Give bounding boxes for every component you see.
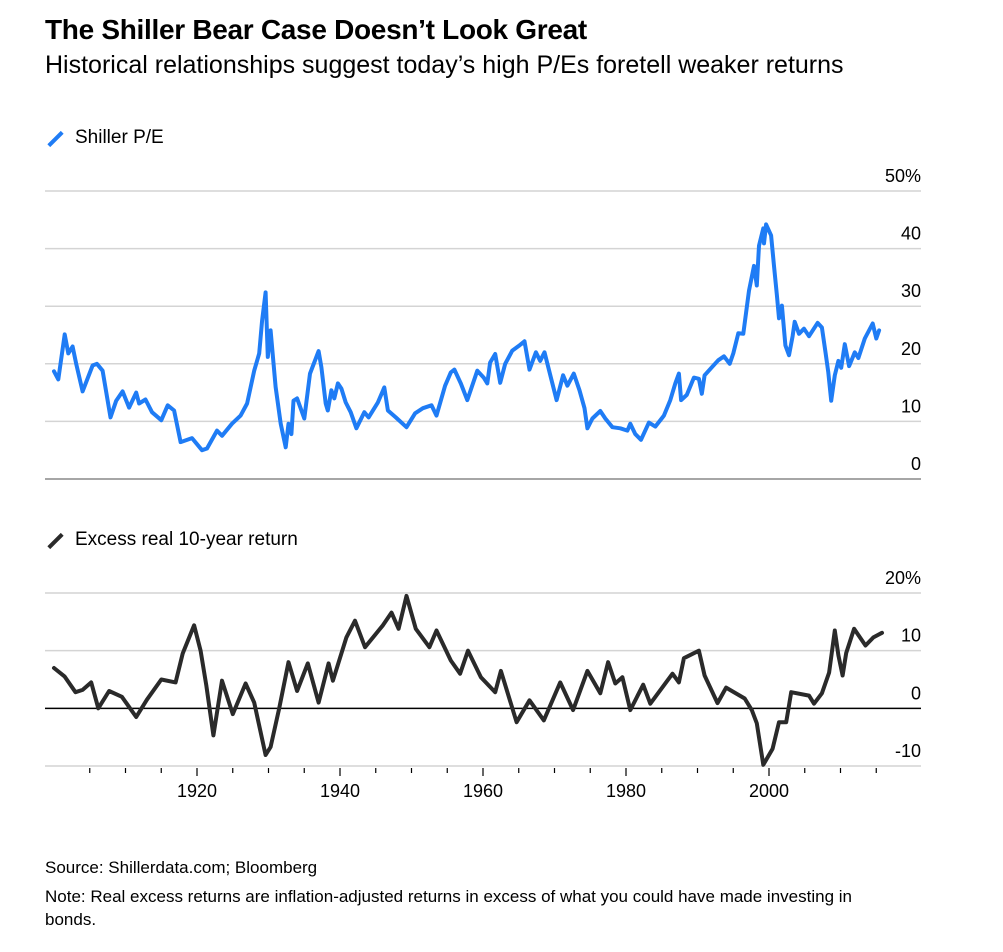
y-tick-label: 40 bbox=[901, 224, 921, 244]
y-tick-label: 10 bbox=[901, 626, 921, 646]
legend-label: Shiller P/E bbox=[75, 127, 164, 148]
legend-excess-return: Excess real 10-year return bbox=[47, 529, 298, 551]
x-tick-label: 1980 bbox=[606, 781, 646, 801]
y-tick-label: 0 bbox=[911, 454, 921, 474]
pe-series-line bbox=[52, 222, 882, 453]
y-tick-label: 20% bbox=[885, 568, 921, 588]
return-series-line bbox=[52, 593, 884, 767]
return-y-axis-labels: -10 0 10 20% bbox=[885, 568, 921, 761]
y-tick-label: -10 bbox=[895, 741, 921, 761]
pe-gridlines bbox=[45, 190, 921, 480]
chart-subtitle: Historical relationships suggest today’s… bbox=[45, 51, 844, 79]
y-tick-label: 0 bbox=[911, 683, 921, 703]
y-tick-label: 10 bbox=[901, 396, 921, 416]
y-tick-label: 30 bbox=[901, 281, 921, 301]
y-tick-label: 50% bbox=[885, 166, 921, 186]
return-gridlines bbox=[45, 592, 921, 767]
legend-shiller-pe: Shiller P/E bbox=[47, 127, 164, 149]
x-axis: 1920 1940 1960 1980 2000 bbox=[89, 768, 877, 801]
source-note: Source: Shillerdata.com; Bloomberg bbox=[45, 858, 318, 877]
footnote: Note: Real excess returns are inflation-… bbox=[45, 887, 852, 929]
pe-y-axis-labels: 0 10 20 30 40 50% bbox=[885, 166, 921, 474]
x-tick-label: 2000 bbox=[749, 781, 789, 801]
chart-title: The Shiller Bear Case Doesn’t Look Great bbox=[45, 14, 587, 45]
x-tick-label: 1920 bbox=[177, 781, 217, 801]
x-tick-label: 1940 bbox=[320, 781, 360, 801]
y-tick-label: 20 bbox=[901, 339, 921, 359]
x-tick-label: 1960 bbox=[463, 781, 503, 801]
legend-label: Excess real 10-year return bbox=[75, 529, 298, 550]
